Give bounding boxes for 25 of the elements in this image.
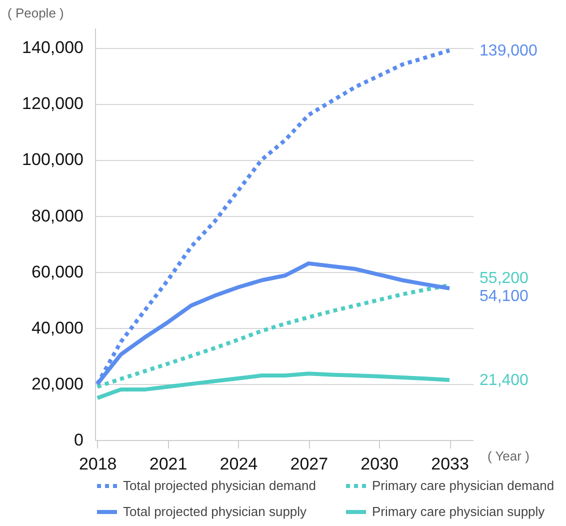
y-tick-label: 40,000 [32,318,84,338]
y-tick-label: 80,000 [32,206,84,226]
y-tick-label: 100,000 [22,150,84,170]
y-tick-label: 140,000 [22,38,84,58]
legend-label: Total projected physician supply [123,504,308,519]
x-tick-label: 2033 [431,454,469,474]
data-label: 139,000 [480,42,538,60]
y-axis-title: ( People ) [8,6,64,20]
line-series [95,372,452,400]
data-label: 55,200 [480,270,529,287]
legend-label: Primary care physician supply [372,504,546,519]
y-tick-label: 120,000 [22,94,84,114]
data-label: 21,400 [480,372,529,390]
x-axis-title: ( Year ) [488,448,530,464]
y-tick-label: 60,000 [32,262,84,282]
legend-label: Total projected physician demand [123,478,316,493]
legend-label: Primary care physician demand [372,478,554,493]
x-tick-label: 2024 [220,454,258,474]
x-tick-label: 2021 [149,454,188,474]
x-tick-label: 2018 [78,454,117,474]
data-label: 54,100 [480,288,529,305]
y-tick-label: 0 [74,430,84,450]
x-tick-label: 2030 [360,454,398,474]
x-tick-label: 2027 [290,454,328,474]
y-tick-label: 20,000 [32,374,84,394]
